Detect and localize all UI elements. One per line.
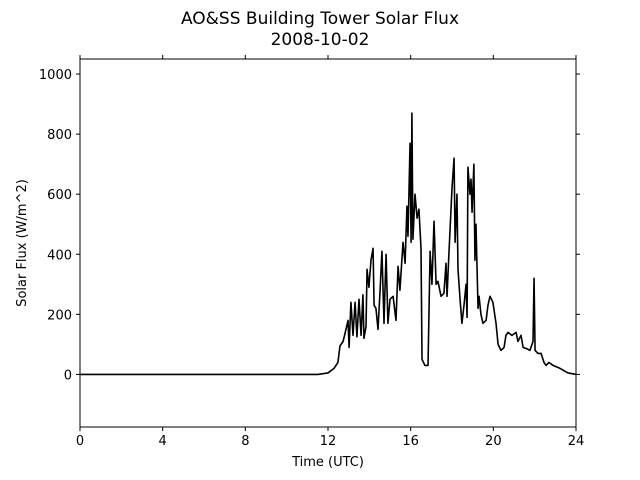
x-tick-label: 12 xyxy=(320,434,337,449)
x-tick-label: 4 xyxy=(159,434,167,449)
chart-subtitle: 2008-10-02 xyxy=(271,30,370,50)
x-axis-label: Time (UTC) xyxy=(291,455,364,470)
data-line xyxy=(80,112,577,376)
y-tick-label: 0 xyxy=(64,368,72,383)
y-tick-label: 1000 xyxy=(39,68,72,83)
y-tick-label: 400 xyxy=(47,248,72,263)
y-tick-label: 200 xyxy=(47,308,72,323)
x-tick-label: 16 xyxy=(402,434,419,449)
y-tick-label: 800 xyxy=(47,128,72,143)
y-axis-label: Solar Flux (W/m^2) xyxy=(15,179,30,307)
x-tick-label: 20 xyxy=(485,434,502,449)
chart-title: AO&SS Building Tower Solar Flux xyxy=(181,9,459,29)
x-tick-label: 0 xyxy=(76,434,84,449)
plot-frame xyxy=(79,58,577,428)
x-tick-label: 8 xyxy=(241,434,249,449)
x-tick-label: 24 xyxy=(568,434,585,449)
y-tick-label: 600 xyxy=(47,188,72,203)
